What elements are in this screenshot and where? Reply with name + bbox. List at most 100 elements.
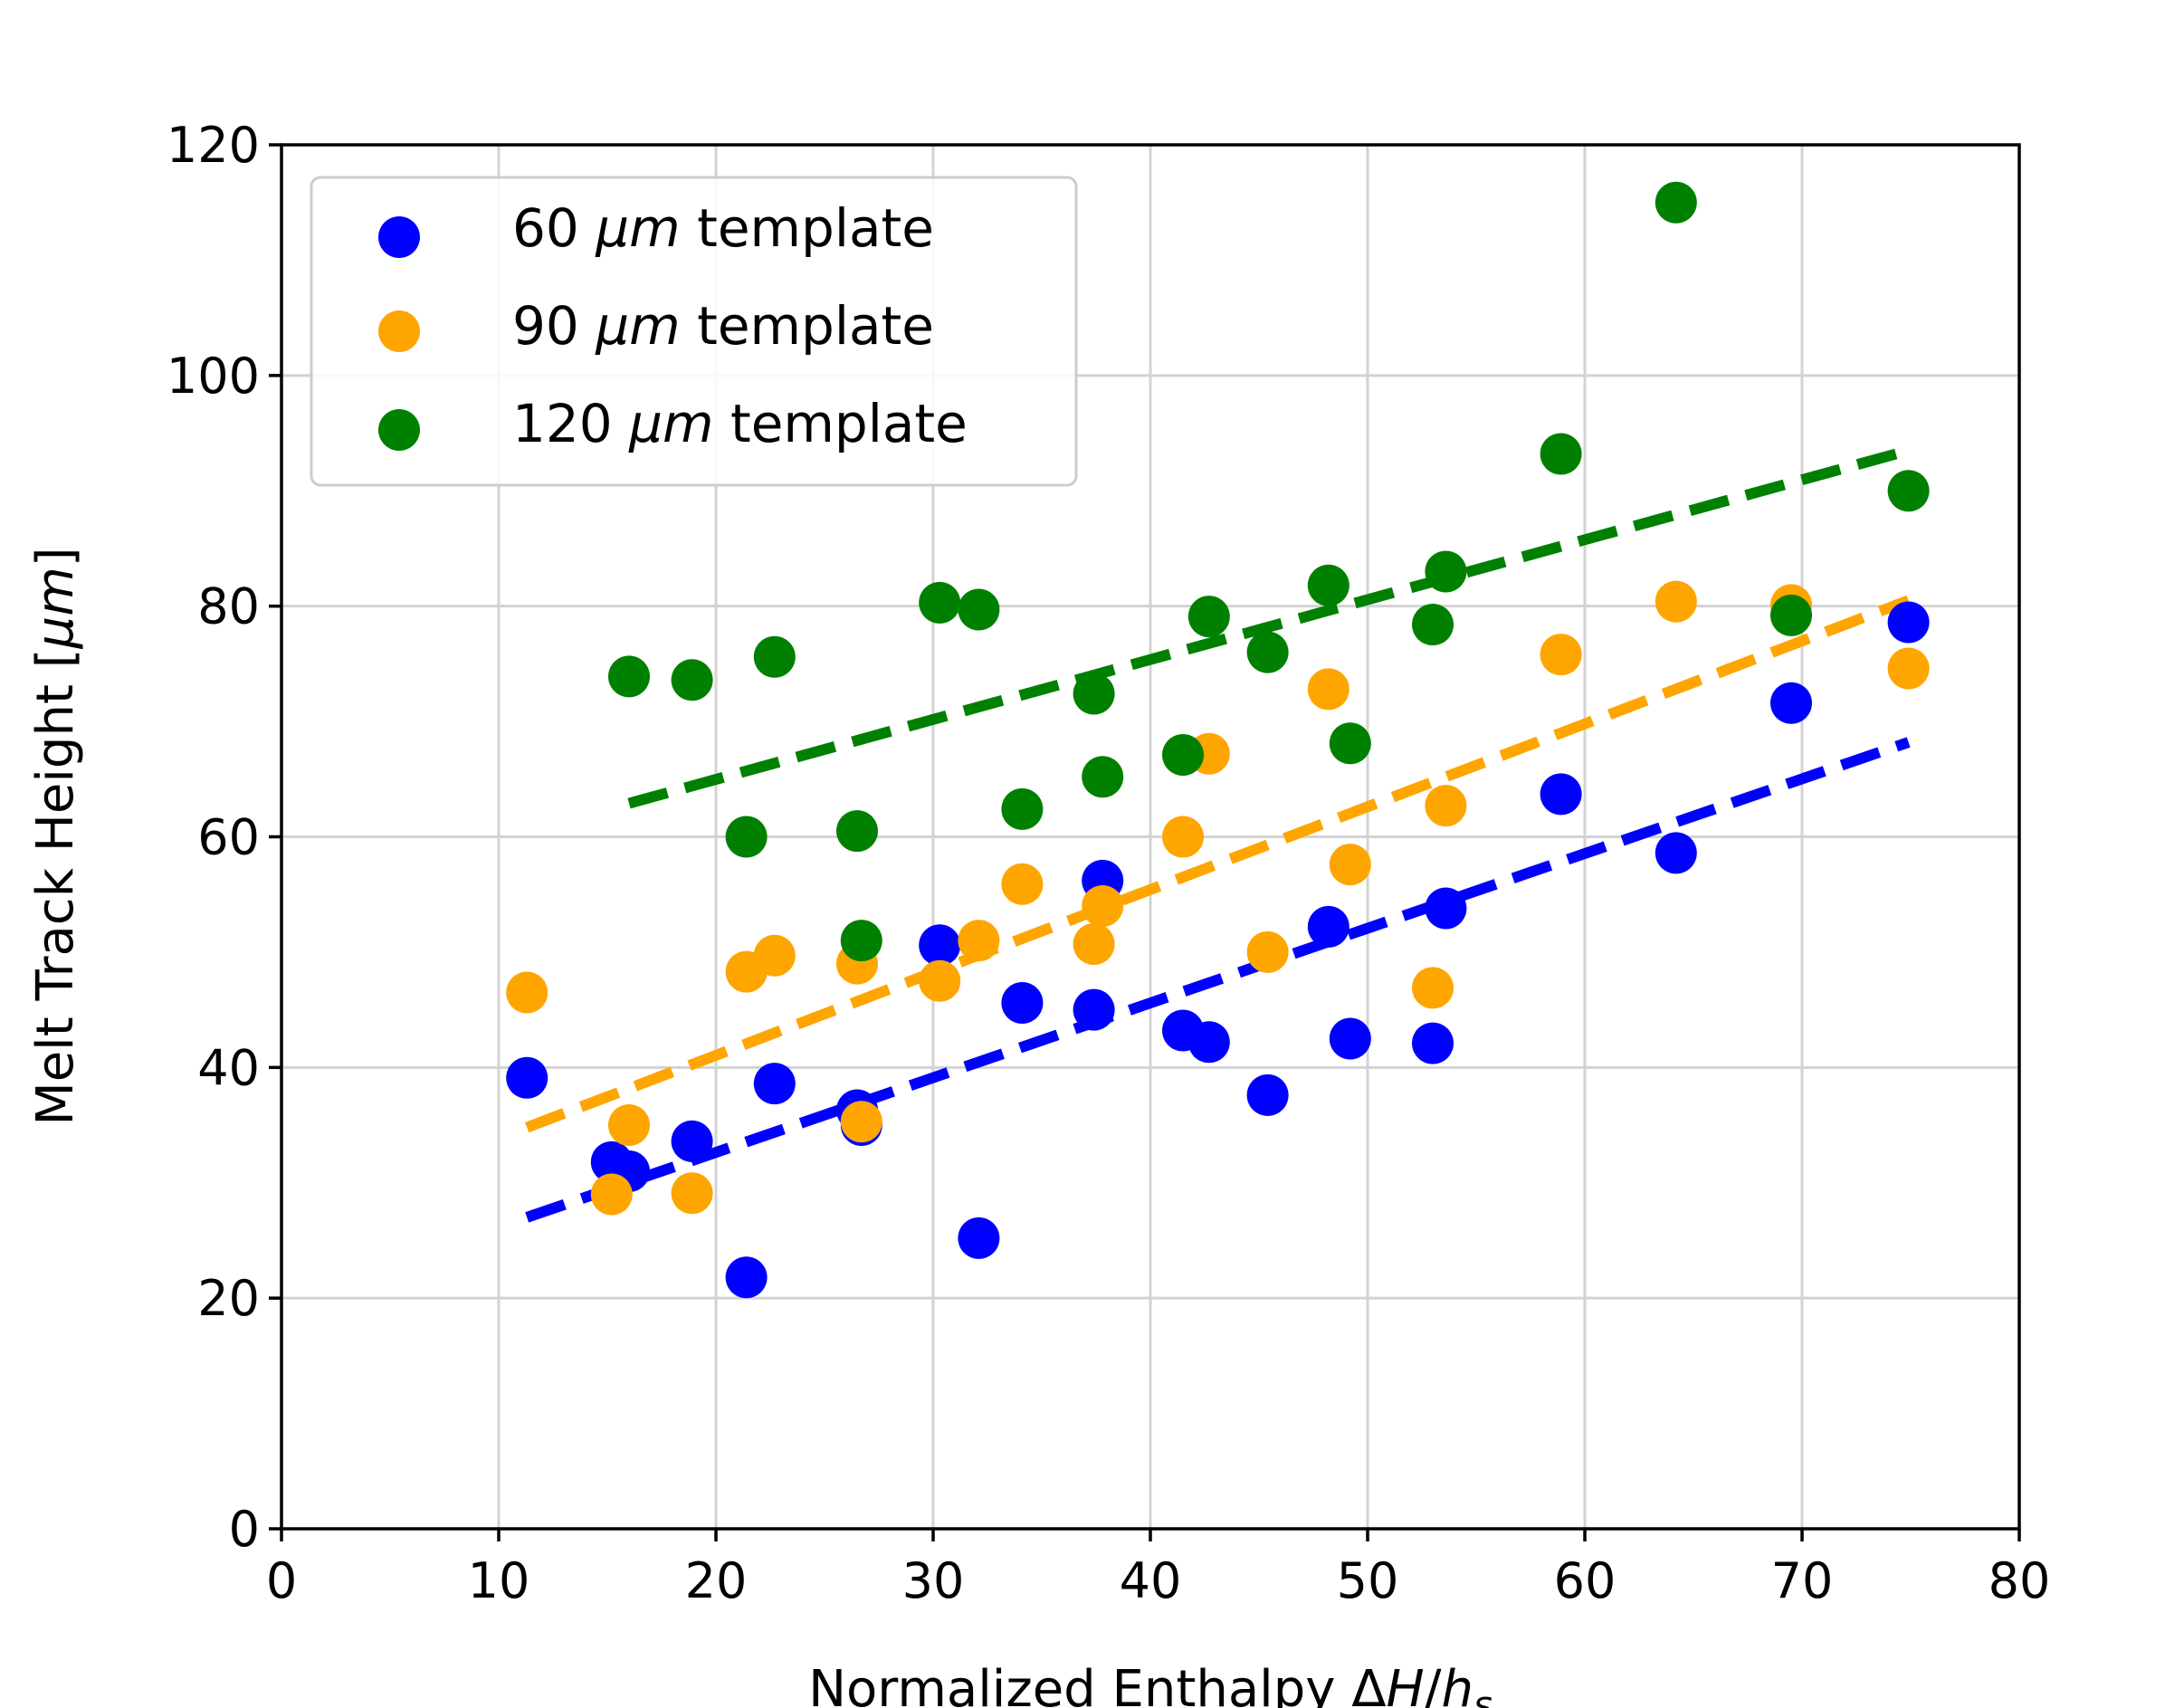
data-point-series-0	[1425, 887, 1467, 930]
y-axis-title-prefix: Melt Track Height [	[26, 648, 85, 1125]
y-axis-title: Melt Track Height [μm]	[26, 547, 85, 1125]
y-axis-title-unit: μm	[26, 567, 85, 649]
legend-marker-60	[378, 216, 420, 258]
legend-label-60-rest: template	[681, 197, 934, 259]
data-point-series-1	[1540, 634, 1582, 676]
data-point-series-1	[1246, 930, 1289, 973]
data-point-series-2	[608, 655, 650, 698]
fit-lines	[525, 444, 1911, 1223]
data-point-series-1	[840, 1101, 882, 1143]
legend-label-90-rest: template	[681, 295, 934, 357]
data-point-series-0	[958, 1217, 1000, 1259]
legend-marker-120	[378, 409, 420, 451]
axis-ticks: 0 10 20 30 40 50 60 70 80 0 20 40 60 80 100 120	[167, 117, 2050, 1609]
data-point-series-2	[725, 816, 768, 858]
data-point-series-1	[1073, 922, 1115, 965]
data-point-series-2	[1187, 596, 1230, 638]
data-point-series-2	[958, 588, 1000, 631]
data-point-series-2	[753, 635, 796, 678]
data-point-series-0	[1187, 1021, 1230, 1064]
data-point-series-2	[840, 920, 882, 962]
data-point-series-0	[753, 1063, 796, 1105]
data-point-series-0	[1770, 682, 1812, 724]
data-point-series-1	[590, 1173, 633, 1216]
y-tick-label: 80	[197, 578, 260, 635]
data-point-series-1	[1329, 844, 1371, 886]
data-point-series-0	[506, 1056, 548, 1099]
x-tick-label: 30	[902, 1552, 965, 1609]
data-points	[506, 181, 1930, 1299]
data-point-series-0	[1329, 1017, 1371, 1060]
data-point-series-1	[919, 959, 961, 1002]
data-point-series-0	[1246, 1073, 1289, 1116]
data-point-series-1	[1655, 580, 1697, 623]
data-point-series-1	[753, 934, 796, 977]
data-point-series-2	[919, 581, 961, 624]
legend-label-60-num: 60	[512, 197, 596, 259]
data-point-series-2	[1887, 470, 1930, 512]
data-point-series-2	[1162, 734, 1204, 777]
fit-line-series-0	[525, 737, 1911, 1223]
legend-label-120-num: 120	[512, 393, 629, 454]
fit-line-series-1	[525, 595, 1911, 1133]
legend-label-120-rest: template	[714, 393, 968, 454]
legend-label-60: 60 μm template	[512, 197, 934, 259]
data-point-series-0	[919, 924, 961, 967]
fit-line-series-2	[627, 444, 1911, 809]
data-point-series-0	[1655, 832, 1697, 874]
x-tick-label: 0	[266, 1552, 297, 1609]
data-point-series-2	[1770, 594, 1812, 636]
legend-label-90-num: 90	[512, 295, 596, 357]
data-point-series-1	[1001, 863, 1044, 905]
data-point-series-1	[671, 1172, 713, 1215]
data-point-series-2	[1073, 673, 1115, 715]
data-point-series-1	[608, 1104, 650, 1147]
data-point-series-0	[1307, 905, 1350, 948]
x-axis-title-var: H	[1387, 1660, 1425, 1708]
x-tick-label: 20	[685, 1552, 748, 1609]
data-point-series-0	[671, 1120, 713, 1162]
x-axis-title-var2: h	[1442, 1660, 1474, 1708]
x-tick-label: 10	[468, 1552, 530, 1609]
legend-marker-90	[378, 310, 420, 352]
data-point-series-2	[1329, 722, 1371, 765]
data-point-series-1	[1425, 785, 1467, 827]
legend-label-90: 90 μm template	[512, 295, 934, 357]
y-axis-title-suffix: ]	[26, 547, 85, 567]
y-tick-label: 100	[167, 348, 260, 405]
legend-label-120: 120 μm template	[512, 393, 968, 454]
data-point-series-2	[1412, 604, 1454, 646]
x-tick-label: 40	[1120, 1552, 1182, 1609]
x-axis-title: Normalized Enthalpy ΔH/hs	[808, 1660, 1493, 1708]
data-point-series-1	[506, 971, 548, 1014]
data-point-series-0	[1073, 988, 1115, 1031]
legend-label-90-unit: μm	[595, 295, 680, 357]
data-point-series-1	[1887, 647, 1930, 690]
data-point-series-0	[725, 1256, 768, 1299]
y-tick-label: 20	[197, 1270, 260, 1327]
data-point-series-2	[1307, 564, 1350, 606]
data-point-series-0	[1540, 773, 1582, 816]
legend: 60 μm template 90 μm template 120 μm tem…	[310, 176, 1078, 487]
data-point-series-0	[1887, 601, 1930, 644]
data-point-series-2	[671, 659, 713, 701]
data-point-series-2	[1001, 787, 1044, 830]
data-point-series-2	[1655, 181, 1697, 224]
data-point-series-2	[836, 810, 878, 853]
legend-label-60-unit: μm	[595, 197, 680, 259]
data-point-series-1	[958, 920, 1000, 962]
x-axis-title-prefix: Normalized Enthalpy Δ	[808, 1660, 1386, 1708]
x-axis-title-slash: /	[1425, 1660, 1442, 1708]
data-point-series-1	[1162, 816, 1204, 858]
data-point-series-0	[1412, 1022, 1454, 1064]
data-point-series-1	[1307, 668, 1350, 711]
data-point-series-0	[1001, 981, 1044, 1024]
data-point-series-1	[1082, 884, 1124, 927]
y-tick-label: 40	[197, 1039, 260, 1096]
data-point-series-2	[1246, 631, 1289, 673]
data-point-series-1	[1412, 967, 1454, 1009]
data-point-series-2	[1082, 756, 1124, 798]
data-point-series-2	[1425, 550, 1467, 593]
x-tick-label: 70	[1771, 1552, 1834, 1609]
